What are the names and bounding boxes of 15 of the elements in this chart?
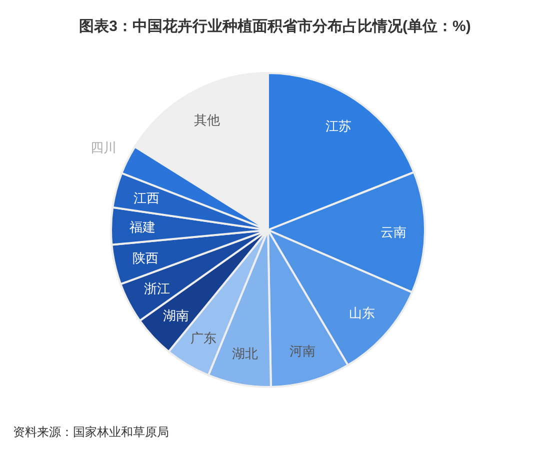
slice-label: 河南 [289, 343, 316, 358]
slice-label: 山东 [349, 306, 376, 321]
slice-label: 福建 [129, 219, 156, 234]
slice-label: 陕西 [132, 250, 159, 266]
chart-title: 图表3：中国花卉行业种植面积省市分布占比情况(单位：%) [79, 17, 471, 35]
slice-label: 四川 [90, 140, 117, 155]
slice-label: 湖南 [163, 308, 190, 324]
slice-label: 云南 [380, 224, 407, 240]
slice-label: 湖北 [232, 346, 258, 361]
text: 资料来源：国家林业和草原局 [13, 425, 169, 439]
slice-label: 广东 [190, 330, 217, 346]
slice-label: 其他 [194, 112, 220, 128]
slice-label: 江苏 [326, 118, 352, 134]
slice-label: 浙江 [144, 280, 170, 296]
slice-label: 江西 [134, 190, 160, 206]
